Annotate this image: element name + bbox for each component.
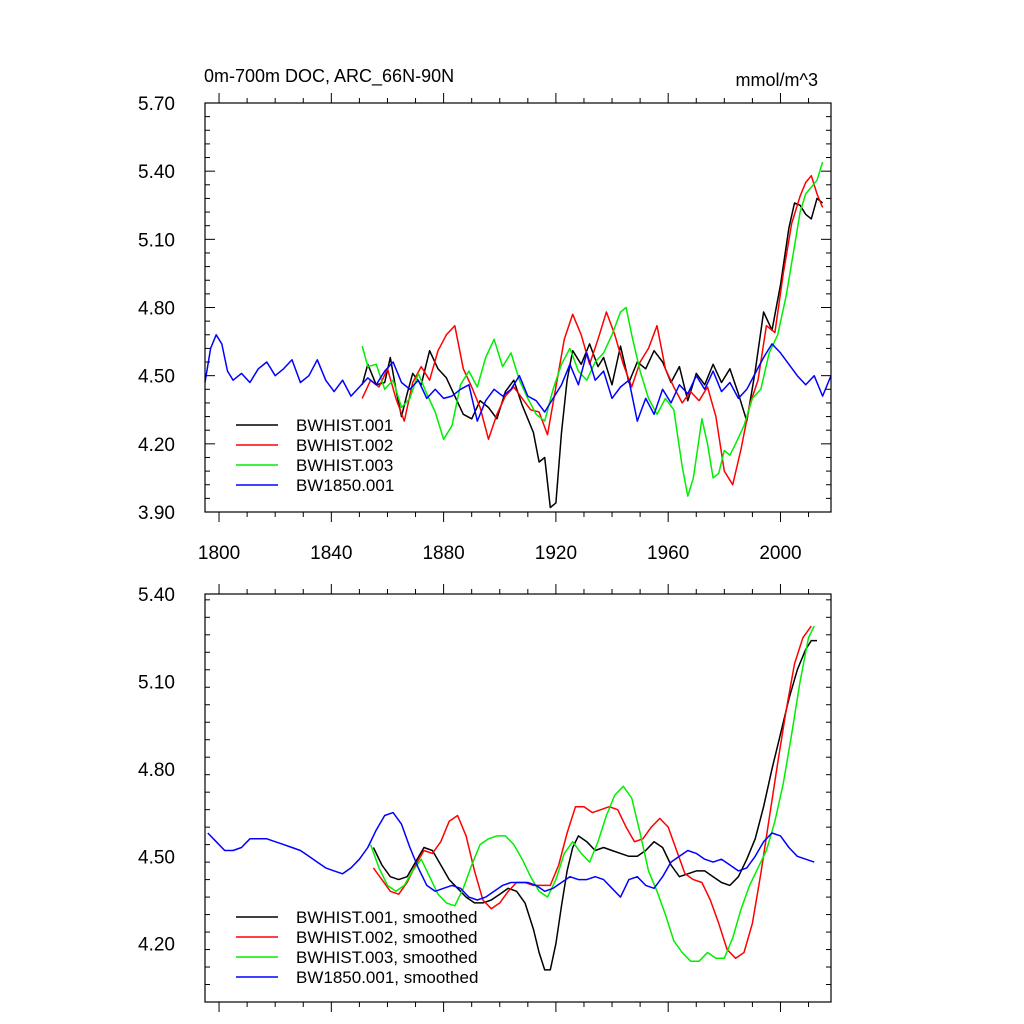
- legend-label-1: BWHIST.001: [296, 416, 393, 435]
- y-tick-label: 4.80: [138, 299, 175, 320]
- series-line-3: [361, 161, 824, 497]
- y-tick-label: 4.50: [138, 367, 175, 388]
- series-line-2: [361, 174, 824, 486]
- top-panel: 0m-700m DOC, ARC_66N-90N mmol/m^3 1800 18…: [138, 66, 832, 564]
- x-tick-label: 1880: [422, 543, 464, 564]
- x-tick-label: 1960: [647, 543, 689, 564]
- y-tick-label: 5.10: [138, 230, 175, 251]
- series-line-2: [372, 625, 812, 960]
- bottom-panel: 5.40 5.10 4.80 4.50 4.20 BWHIST.001, smoothed…: [138, 584, 832, 1012]
- plot-frame: [204, 593, 832, 1003]
- x-tick-label: 1840: [310, 543, 352, 564]
- x-tick-label: 1920: [535, 543, 577, 564]
- legend-label-3: BWHIST.003: [296, 456, 393, 475]
- legend-label-3: BWHIST.003, smoothed: [296, 948, 477, 967]
- y-tick-label: 4.20: [138, 935, 175, 956]
- y-tick-label: 5.40: [138, 162, 175, 183]
- series-line-4: [205, 334, 831, 422]
- y-tick-label: 3.90: [138, 503, 175, 524]
- y-tick-label: 5.70: [138, 94, 175, 115]
- legend-label-2: BWHIST.002, smoothed: [296, 928, 477, 947]
- legend-label-1: BWHIST.001, smoothed: [296, 908, 477, 927]
- legend-label-4: BW1850.001: [296, 476, 394, 495]
- legend-label-4: BW1850.001, smoothed: [296, 968, 478, 987]
- series-line-3: [369, 625, 815, 962]
- y-tick-label: 5.40: [138, 585, 175, 606]
- y-tick-label: 4.20: [138, 435, 175, 456]
- y-tick-label: 4.80: [138, 760, 175, 781]
- series-line-1: [361, 197, 824, 509]
- y-tick-label: 4.50: [138, 847, 175, 868]
- x-tick-label: 2000: [759, 543, 801, 564]
- x-tick-label: 1800: [198, 543, 240, 564]
- units-label: mmol/m^3: [736, 70, 818, 90]
- series-line-4: [207, 811, 815, 901]
- chart-title: 0m-700m DOC, ARC_66N-90N: [204, 66, 454, 87]
- series-line-1: [372, 639, 817, 971]
- y-tick-label: 5.10: [138, 672, 175, 693]
- legend-label-2: BWHIST.002: [296, 436, 393, 455]
